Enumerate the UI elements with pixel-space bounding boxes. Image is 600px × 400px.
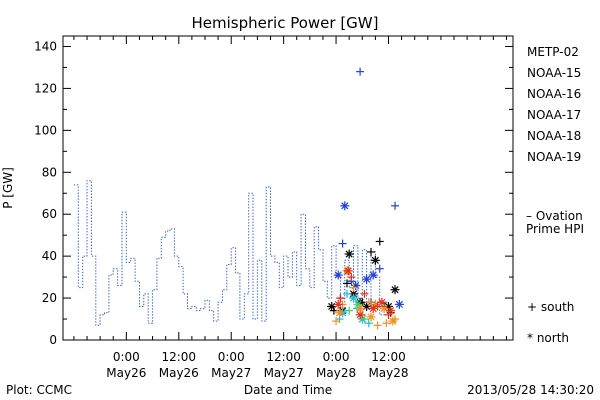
- plot-frame: [62, 35, 514, 341]
- y-tick-label: 80: [42, 165, 57, 179]
- north-marker: [349, 293, 359, 303]
- north-marker: [355, 304, 365, 314]
- y-tick-label: 40: [42, 249, 57, 263]
- y-axis: 0 20 40 60 80 100 120 140: [34, 39, 513, 347]
- south-marker: [364, 319, 373, 328]
- x-tick-date-label: May26: [106, 366, 146, 380]
- y-tick-label: 120: [34, 81, 57, 95]
- south-marker: [342, 289, 351, 298]
- legend: METP-02 NOAA-15 NOAA-16 NOAA-17 NOAA-18 NOAA-…: [527, 45, 581, 164]
- north-marker: [370, 255, 380, 265]
- south-marker: [391, 201, 400, 210]
- y-axis-label: P [GW]: [1, 167, 15, 209]
- south-marker: [360, 289, 369, 298]
- north-marker: [394, 299, 404, 309]
- x-tick-time-label: 12:00: [161, 350, 196, 364]
- south-marker: [349, 283, 358, 292]
- south-marker: [375, 264, 384, 273]
- north-marker: [366, 312, 376, 322]
- north-marker: [355, 310, 365, 320]
- chart-title: Hemispheric Power [GW]: [192, 14, 379, 32]
- x-tick-time-label: 0:00: [113, 350, 140, 364]
- north-marker: [327, 301, 337, 311]
- south-marker: [360, 315, 369, 324]
- south-marker: [373, 321, 382, 330]
- x-axis: 0:00 May26 12:00 May26 0:00 May27 12:00 May27 0:…: [73, 36, 507, 380]
- north-marker: [340, 201, 350, 211]
- north-marker: [386, 306, 396, 316]
- satellite-markers: [327, 67, 404, 330]
- south-marker: [345, 306, 354, 315]
- x-tick-date-label: May27: [264, 366, 304, 380]
- south-marker: [347, 273, 356, 282]
- north-marker: [388, 316, 398, 326]
- x-tick-date-label: May27: [211, 366, 251, 380]
- north-marker: [368, 270, 378, 280]
- north-marker: [377, 297, 387, 307]
- north-marker: [335, 308, 345, 318]
- north-marker: [343, 266, 353, 276]
- south-marker: [336, 294, 345, 303]
- legend-entry: NOAA-15: [527, 66, 581, 80]
- legend-north-label: * north: [527, 331, 569, 345]
- y-tick-label: 140: [34, 39, 57, 53]
- legend-south-label: + south: [527, 300, 574, 314]
- x-tick-time-label: 12:00: [266, 350, 301, 364]
- x-tick-date-label: May28: [368, 366, 408, 380]
- south-marker: [356, 67, 365, 76]
- y-tick-label: 100: [34, 123, 57, 137]
- legend-entry: NOAA-16: [527, 87, 581, 101]
- south-marker: [364, 298, 373, 307]
- legend-entry: NOAA-19: [527, 150, 581, 164]
- y-tick-label: 60: [42, 207, 57, 221]
- north-marker: [362, 301, 372, 311]
- x-tick-date-label: May26: [159, 366, 199, 380]
- ovation-series: [73, 180, 389, 326]
- north-marker: [344, 249, 354, 259]
- north-marker: [351, 280, 361, 290]
- north-marker: [333, 270, 343, 280]
- ovation-label: – Ovation: [526, 209, 583, 223]
- x-tick-date-label: May28: [316, 366, 356, 380]
- legend-entry: NOAA-18: [527, 129, 581, 143]
- legend-entry: NOAA-17: [527, 108, 581, 122]
- south-marker: [342, 279, 351, 288]
- south-marker: [382, 319, 391, 328]
- x-tick-time-label: 0:00: [218, 350, 245, 364]
- north-marker: [368, 304, 378, 314]
- south-marker: [375, 237, 384, 246]
- legend-entry: METP-02: [527, 45, 579, 59]
- south-marker: [367, 247, 376, 256]
- north-marker: [379, 304, 389, 314]
- y-tick-label: 0: [49, 333, 57, 347]
- ovation-series-line: [73, 180, 389, 326]
- north-marker: [362, 274, 372, 284]
- ovation-label-2: Prime HPI: [526, 222, 584, 236]
- south-marker: [338, 239, 347, 248]
- x-axis-label: Date and Time: [244, 383, 332, 397]
- north-marker: [333, 299, 343, 309]
- north-marker: [390, 285, 400, 295]
- x-tick-time-label: 12:00: [371, 350, 406, 364]
- plot-credit: Plot: CCMC: [6, 383, 72, 397]
- x-tick-time-label: 0:00: [323, 350, 350, 364]
- south-marker: [332, 317, 341, 326]
- timestamp: 2013/05/28 14:30:20: [467, 383, 594, 397]
- y-tick-label: 20: [42, 291, 57, 305]
